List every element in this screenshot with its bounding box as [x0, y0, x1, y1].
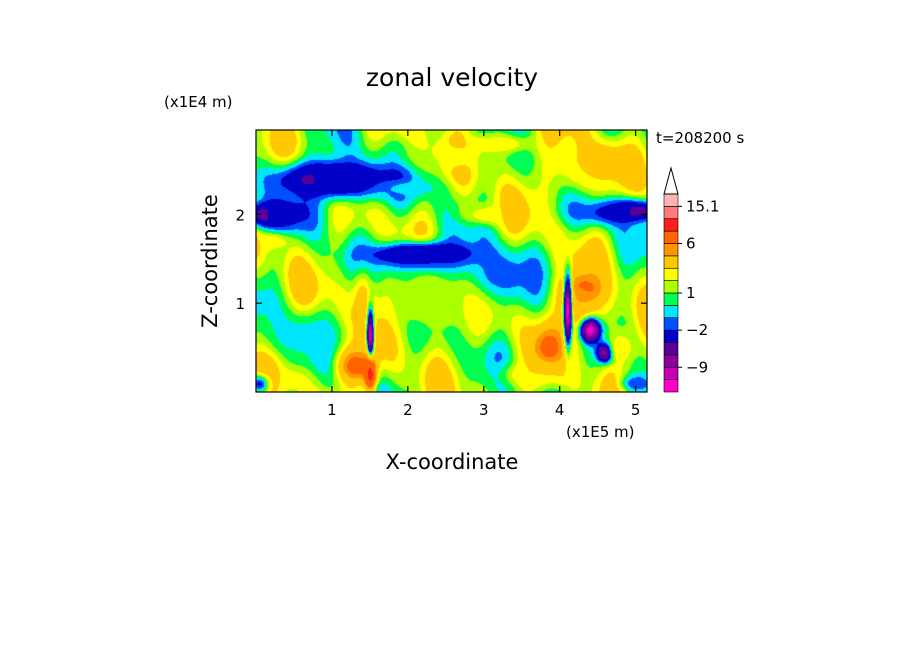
colorbar-segment	[663, 305, 679, 319]
plot-area	[255, 129, 648, 393]
colorbar-segment	[663, 206, 679, 220]
colorbar-label: −9	[686, 358, 708, 376]
colorbar-label: 6	[686, 235, 696, 253]
colorbar-label: 15.1	[686, 197, 719, 215]
colorbar-segment	[663, 230, 679, 244]
x-tick-label: 1	[327, 401, 337, 419]
colorbar-segment	[663, 218, 679, 232]
colorbar-arrow	[663, 166, 679, 195]
colorbar-segment	[663, 379, 679, 393]
colorbar-segment	[663, 243, 679, 257]
velocity-field	[256, 130, 647, 392]
x-tick-label: 4	[555, 401, 565, 419]
colorbar-segment	[663, 193, 679, 207]
time-label: t=208200 s	[656, 129, 744, 147]
x-tick-label: 5	[631, 401, 641, 419]
colorbar-segment	[663, 342, 679, 356]
x-scale-label: (x1E5 m)	[566, 423, 635, 441]
plot-frame	[255, 129, 648, 393]
colorbar-label: 1	[686, 284, 696, 302]
colorbar-segment	[663, 366, 679, 380]
y-tick-label: 2	[235, 206, 245, 224]
x-tick-label: 2	[403, 401, 413, 419]
colorbar-segment	[663, 317, 679, 331]
x-tick-label: 3	[479, 401, 489, 419]
colorbar-label: −2	[686, 321, 708, 339]
colorbar-segment	[663, 354, 679, 368]
y-scale-label: (x1E4 m)	[164, 93, 233, 111]
y-axis-label: Z-coordinate	[198, 194, 222, 328]
colorbar-segment	[663, 280, 679, 294]
x-axis-label: X-coordinate	[386, 450, 519, 474]
colorbar: −9 −2 1 6 15.1	[663, 166, 719, 393]
chart-title: zonal velocity	[366, 63, 538, 92]
y-axis: 12	[235, 206, 647, 313]
x-axis: 1 2 3 4 5	[327, 130, 640, 419]
colorbar-segment	[663, 255, 679, 269]
colorbar-segment	[663, 267, 679, 281]
colorbar-segment	[663, 292, 679, 306]
y-tick-label: 1	[235, 295, 245, 313]
colorbar-segment	[663, 329, 679, 343]
